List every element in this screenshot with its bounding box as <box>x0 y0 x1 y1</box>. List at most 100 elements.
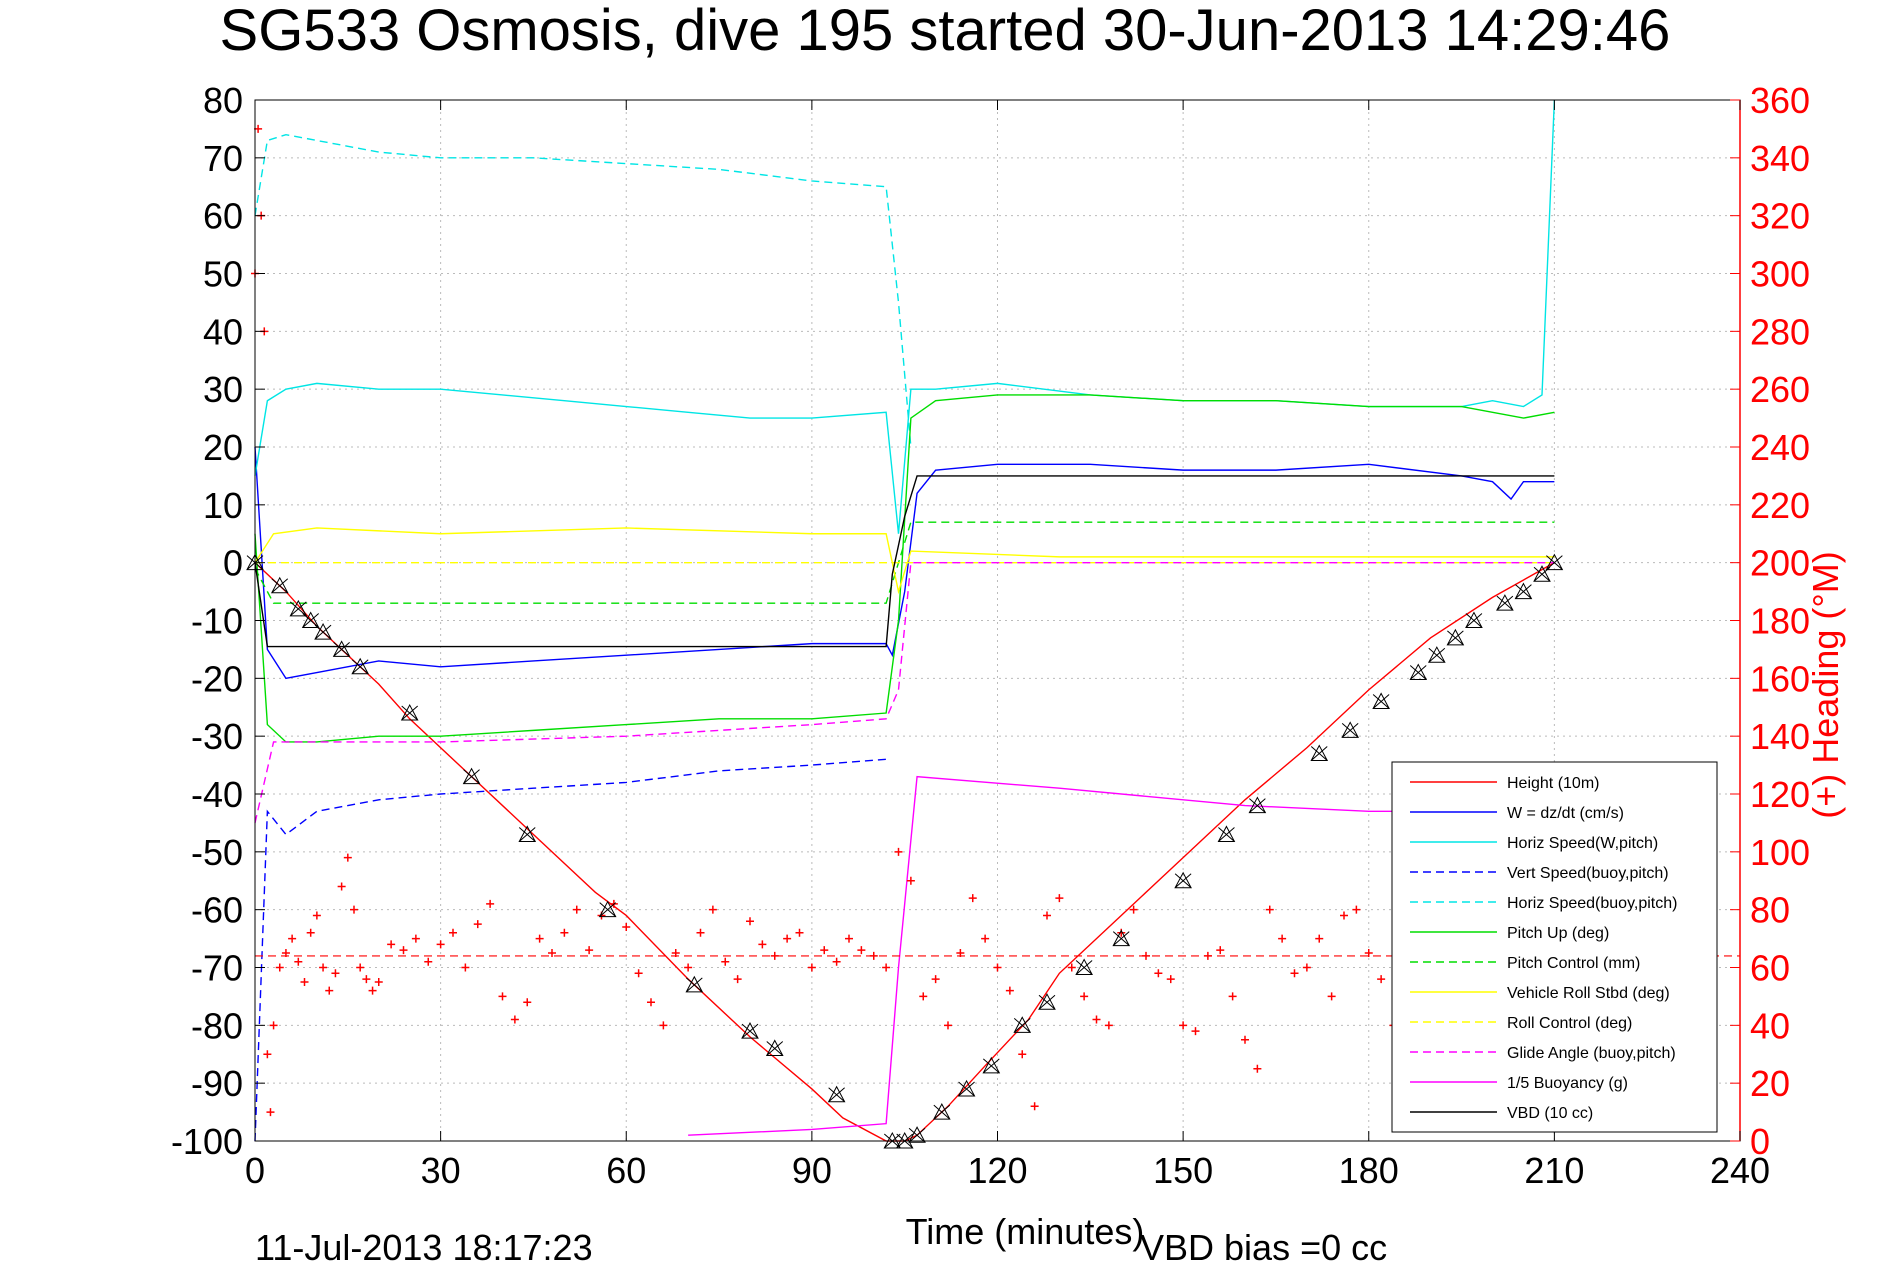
heading-point <box>1129 905 1138 914</box>
height-marker <box>827 1085 846 1103</box>
height-marker <box>1038 993 1056 1010</box>
height-marker <box>982 1056 1001 1074</box>
height-marker <box>1427 646 1446 663</box>
heading-point <box>919 992 928 1001</box>
heading-point <box>424 957 433 966</box>
heading-point <box>312 911 321 920</box>
heading-point <box>647 998 655 1007</box>
legend-entry: VBD (10 cc) <box>1507 1105 1593 1122</box>
heading-point <box>263 1050 272 1059</box>
vbd-bias-label: VBD bias =0 cc <box>1140 1227 1387 1262</box>
y-right-tick-label: 40 <box>1750 1005 1790 1046</box>
series-line <box>688 775 1419 1136</box>
heading-point <box>1265 905 1274 914</box>
legend-entry: Roll Control (deg) <box>1507 1015 1632 1032</box>
heading-point <box>1290 969 1299 978</box>
height-marker <box>462 767 481 785</box>
heading-point <box>1241 1035 1249 1044</box>
heading-point <box>275 963 284 972</box>
x-tick-label: 120 <box>967 1150 1027 1191</box>
heading-point <box>696 928 705 937</box>
heading-point <box>746 917 754 926</box>
heading-point <box>845 934 853 943</box>
heading-point <box>356 963 365 972</box>
series-line <box>254 475 1555 648</box>
height-marker <box>1465 611 1483 628</box>
heading-point <box>486 899 495 908</box>
height-marker <box>1514 582 1533 600</box>
heading-point <box>473 920 482 929</box>
heading-point <box>325 986 334 995</box>
height-marker <box>1174 871 1192 889</box>
y-tick-label: 10 <box>203 485 243 526</box>
y-right-tick-label: 280 <box>1750 311 1810 352</box>
heading-point <box>572 905 581 914</box>
timestamp-label: 11-Jul-2013 18:17:23 <box>255 1227 593 1262</box>
heading-point <box>331 969 340 978</box>
heading-point <box>1179 1021 1188 1030</box>
axes: 0 30 60 90 120 150 180 210 24080706050403020100-… <box>171 80 1810 1191</box>
heading-point <box>343 853 352 862</box>
y-tick-label: 80 <box>203 80 243 121</box>
heading-point <box>498 992 507 1001</box>
height-marker <box>1217 825 1236 842</box>
heading-point <box>1364 949 1373 958</box>
y-tick-label: 50 <box>203 254 243 295</box>
heading-point <box>671 949 680 958</box>
y-right-tick-label: 180 <box>1750 601 1810 642</box>
y-tick-label: -50 <box>191 832 243 873</box>
legend: Height (10m) W = dz/dt (cm/s) Horiz Speed(… <box>1391 761 1718 1133</box>
heading-point <box>733 975 742 984</box>
height-marker <box>314 623 332 640</box>
heading-point <box>560 928 569 937</box>
heading-point <box>758 940 767 949</box>
heading-point <box>1005 986 1014 995</box>
heading-point <box>523 998 532 1007</box>
height-marker <box>957 1079 976 1097</box>
heading-point <box>968 894 977 903</box>
heading-point <box>281 949 290 958</box>
heading-point <box>374 977 383 986</box>
heading-point <box>1253 1064 1262 1073</box>
y-tick-label: 0 <box>223 543 243 584</box>
y-tick-label: -60 <box>191 890 243 931</box>
heading-point <box>931 975 940 984</box>
y-right-tick-label: 120 <box>1750 774 1810 815</box>
chart-title: SG533 Osmosis, dive 195 started 30-Jun-2… <box>220 0 1671 63</box>
heading-point <box>350 905 358 914</box>
heading-point <box>399 946 408 955</box>
heading-point <box>622 923 631 932</box>
heading-point <box>1067 963 1076 972</box>
heading-point <box>795 928 804 937</box>
heading-point <box>306 928 315 937</box>
right-axis-label: (+) Heading (°M) <box>1805 551 1846 818</box>
y-right-tick-label: 260 <box>1750 369 1810 410</box>
heading-point <box>1340 911 1348 920</box>
heading-point <box>956 949 965 958</box>
heading-point <box>1377 975 1386 984</box>
legend-entry: Pitch Control (mm) <box>1507 955 1640 972</box>
heading-point <box>894 847 903 856</box>
y-right-tick-label: 300 <box>1750 254 1810 295</box>
legend-entry: Vehicle Roll Stbd (deg) <box>1507 985 1670 1002</box>
x-tick-label: 60 <box>606 1150 646 1191</box>
heading-point <box>1352 905 1361 914</box>
height-marker <box>1372 692 1390 709</box>
legend-box <box>1391 761 1718 1133</box>
y-right-tick-label: 200 <box>1750 543 1810 584</box>
heading-point <box>362 975 371 984</box>
heading-point <box>585 946 594 955</box>
heading-point <box>1278 934 1287 943</box>
heading-point <box>857 946 866 955</box>
height-marker <box>270 576 289 594</box>
heading-point <box>1302 963 1311 972</box>
legend-entry: 1/5 Buoyancy (g) <box>1507 1075 1628 1092</box>
heading-point <box>319 963 328 972</box>
y-tick-label: -80 <box>191 1005 243 1046</box>
y-tick-label: 60 <box>203 196 243 237</box>
y-right-tick-label: 160 <box>1750 658 1810 699</box>
heading-point <box>510 1015 519 1024</box>
heading-point <box>869 951 878 960</box>
legend-entry: Horiz Speed(buoy,pitch) <box>1507 895 1677 912</box>
